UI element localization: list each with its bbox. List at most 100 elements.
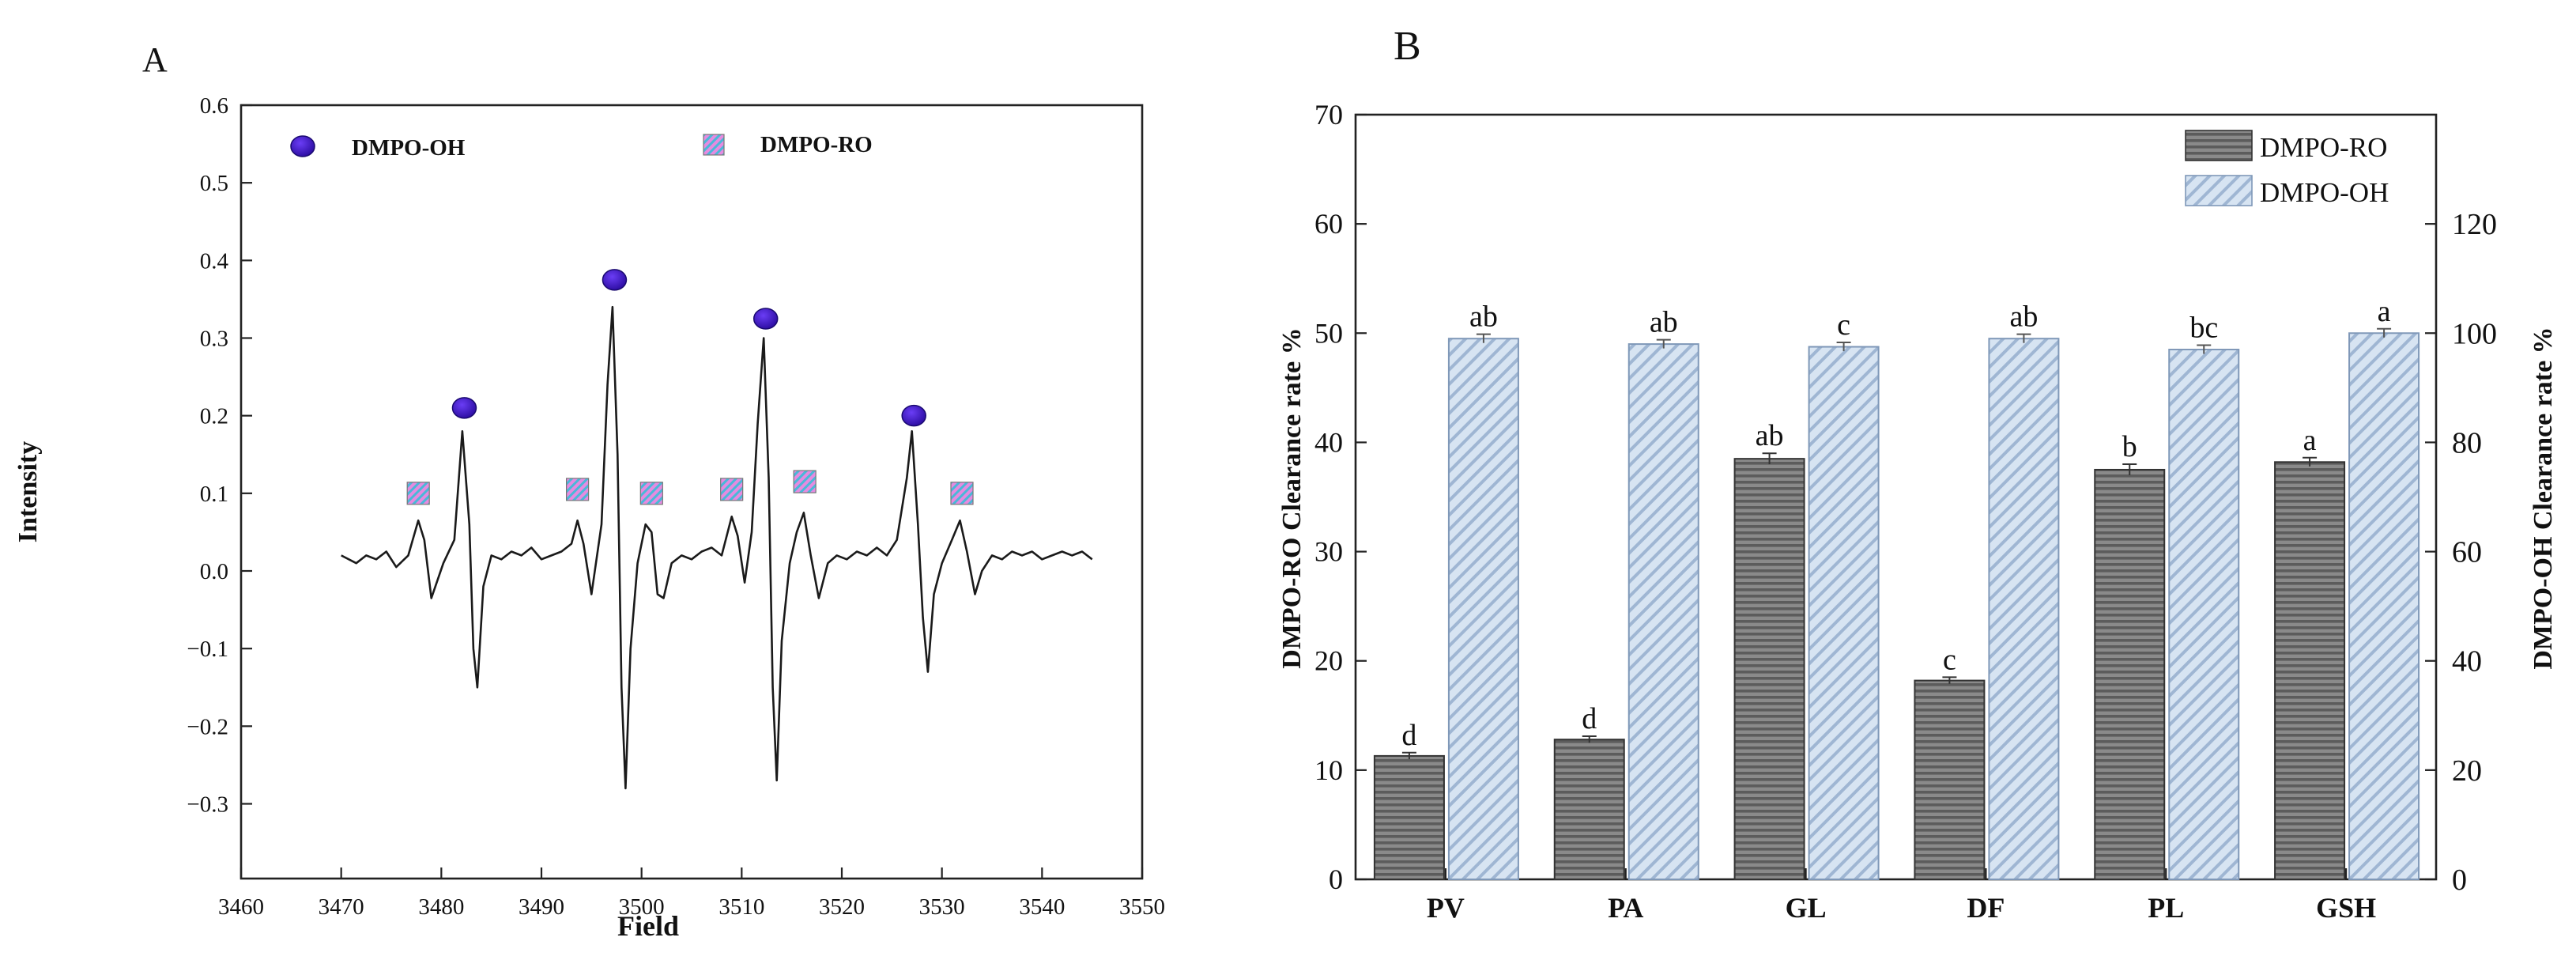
a-x-tick-label: 3510 (718, 894, 764, 920)
legend-dmpo-ro-swatch (2185, 130, 2253, 161)
bar-dmpo-ro (2094, 468, 2166, 880)
b-x-tick-label: PL (2148, 892, 2184, 924)
panel-b-legend: DMPO-RO DMPO-OH (2174, 125, 2411, 212)
bar-dmpo-oh (2348, 332, 2420, 880)
a-y-tick-label: 0.2 (200, 404, 228, 429)
dmpo-ro-marker-icon (639, 482, 663, 505)
b-x-tick-label: PA (1608, 892, 1643, 924)
bar-dmpo-oh-sig-letter: ab (2009, 300, 2038, 334)
dmpo-ro-marker-icon (406, 482, 430, 505)
a-x-tick-label: 3500 (619, 894, 665, 920)
b-left-y-tick-label: 20 (1314, 645, 1343, 677)
b-right-y-tick-label: 100 (2452, 317, 2497, 350)
panel-a-x-ticks: 3460 3470 3480 3490 3500 3510 3520 3530 3540 3550 (218, 867, 1165, 920)
b-right-y-tick-label: 60 (2452, 536, 2482, 569)
bar-dmpo-oh (1808, 346, 1880, 880)
a-y-tick-label: −0.2 (187, 714, 228, 739)
panel-b-left-y-axis-title: DMPO-RO Clearance rate % (1277, 327, 1307, 668)
bar-dmpo-ro (2274, 461, 2346, 880)
bar-dmpo-oh-sig-letter: bc (2189, 311, 2218, 344)
a-y-tick-label: 0.4 (200, 248, 229, 274)
panel-a: A 0.6 0.5 0.4 0.3 0.2 0.1 0.0 −0.1 −0.2 −0.3 3460… (13, 40, 1165, 942)
dmpo-oh-marker-icon (602, 269, 628, 291)
bar-dmpo-ro-sig-letter: d (1401, 719, 1416, 752)
b-x-tick-label: PV (1427, 892, 1465, 924)
a-x-tick-label: 3540 (1019, 894, 1065, 920)
panel-b-left-y-ticks: 0 10 20 30 40 50 60 70 (1314, 99, 1367, 895)
b-left-y-tick-label: 30 (1314, 536, 1343, 568)
panel-b-x-ticks: PV PA GL DF PL GSH (1427, 868, 2376, 924)
b-left-y-tick-label: 40 (1314, 426, 1343, 458)
panel-a-x-axis-title: Field (617, 910, 679, 942)
dmpo-ro-marker-icon (565, 478, 590, 501)
b-left-y-tick-label: 10 (1314, 754, 1343, 786)
bar-dmpo-ro-sig-letter: c (1943, 643, 1956, 676)
epr-spectrum-line (341, 305, 1093, 790)
bar-dmpo-ro (1914, 679, 1986, 881)
a-x-tick-label: 3550 (1119, 894, 1165, 920)
a-y-tick-label: −0.1 (187, 637, 228, 662)
panel-b-label: B (1394, 24, 1421, 69)
a-y-tick-label: 0.5 (200, 171, 228, 196)
a-x-tick-label: 3480 (418, 894, 464, 920)
bar-dmpo-ro-sig-letter: d (1582, 702, 1597, 735)
bar-dmpo-ro-sig-letter: a (2303, 424, 2317, 457)
a-y-tick-label: 0.6 (200, 93, 228, 119)
legend-dmpo-oh-label: DMPO-OH (352, 135, 466, 161)
b-right-y-tick-label: 0 (2452, 864, 2467, 897)
bar-dmpo-ro (1373, 754, 1445, 880)
bar-dmpo-oh-sig-letter: ab (1469, 300, 1498, 334)
panel-a-legend: DMPO-OH DMPO-RO (290, 132, 873, 161)
legend-dmpo-oh-text: DMPO-OH (2260, 177, 2389, 208)
legend-dmpo-oh-circle-icon (290, 135, 315, 157)
a-y-tick-label: −0.3 (187, 792, 228, 818)
dmpo-ro-marker-icon (793, 470, 817, 493)
b-x-tick-label: GL (1786, 892, 1827, 924)
dmpo-oh-marker-icon (901, 404, 926, 427)
legend-dmpo-ro-text: DMPO-RO (2260, 132, 2387, 163)
b-x-tick-label: DF (1967, 892, 2005, 924)
legend-dmpo-ro-square-icon (703, 134, 725, 156)
panel-b-bars: d ab d ab ab c c ab b bc a a (1373, 295, 2420, 881)
panel-a-y-ticks: 0.6 0.5 0.4 0.3 0.2 0.1 0.0 −0.1 −0.2 −0.3 (187, 93, 252, 818)
bar-dmpo-ro (1553, 739, 1625, 880)
b-right-y-tick-label: 20 (2452, 754, 2482, 788)
dmpo-oh-markers (451, 269, 926, 427)
bar-dmpo-oh (1988, 338, 2060, 880)
a-y-tick-label: 0.0 (200, 559, 228, 584)
dmpo-oh-marker-icon (451, 397, 477, 419)
dmpo-ro-marker-icon (950, 482, 974, 505)
b-right-y-tick-label: 80 (2452, 426, 2482, 459)
panel-a-label: A (142, 40, 168, 79)
bar-dmpo-ro-sig-letter: ab (1756, 419, 1784, 452)
dmpo-ro-marker-icon (720, 478, 744, 501)
legend-dmpo-oh-swatch (2185, 175, 2253, 206)
a-x-tick-label: 3490 (519, 894, 564, 920)
b-x-tick-label: GSH (2316, 892, 2376, 924)
b-left-y-tick-label: 0 (1329, 864, 1343, 895)
a-x-tick-label: 3460 (218, 894, 264, 920)
bar-dmpo-oh (1447, 338, 1519, 880)
dmpo-ro-markers (406, 470, 974, 505)
bar-dmpo-oh (1627, 343, 1699, 881)
b-left-y-tick-label: 70 (1314, 99, 1343, 130)
panel-a-y-axis-title: Intensity (13, 441, 43, 542)
bar-dmpo-ro (1733, 458, 1805, 880)
a-x-tick-label: 3520 (819, 894, 865, 920)
bar-dmpo-oh (2168, 349, 2240, 880)
b-right-y-tick-label: 120 (2452, 208, 2497, 241)
dmpo-oh-marker-icon (752, 308, 779, 330)
bar-dmpo-ro-sig-letter: b (2122, 430, 2137, 463)
b-left-y-tick-label: 50 (1314, 317, 1343, 349)
b-right-y-tick-label: 40 (2452, 645, 2482, 678)
panel-b-plot-frame (1354, 113, 2438, 881)
panel-b-right-y-ticks: 0 20 40 60 80 100 120 (2425, 208, 2497, 897)
bar-dmpo-oh-sig-letter: c (1837, 308, 1850, 342)
a-x-tick-label: 3470 (319, 894, 364, 920)
panel-b-right-y-axis-title: DMPO-OH Clearance rate % (2529, 327, 2558, 669)
legend-dmpo-ro-label: DMPO-RO (760, 132, 873, 157)
a-x-tick-label: 3530 (919, 894, 965, 920)
a-y-tick-label: 0.3 (200, 327, 228, 352)
